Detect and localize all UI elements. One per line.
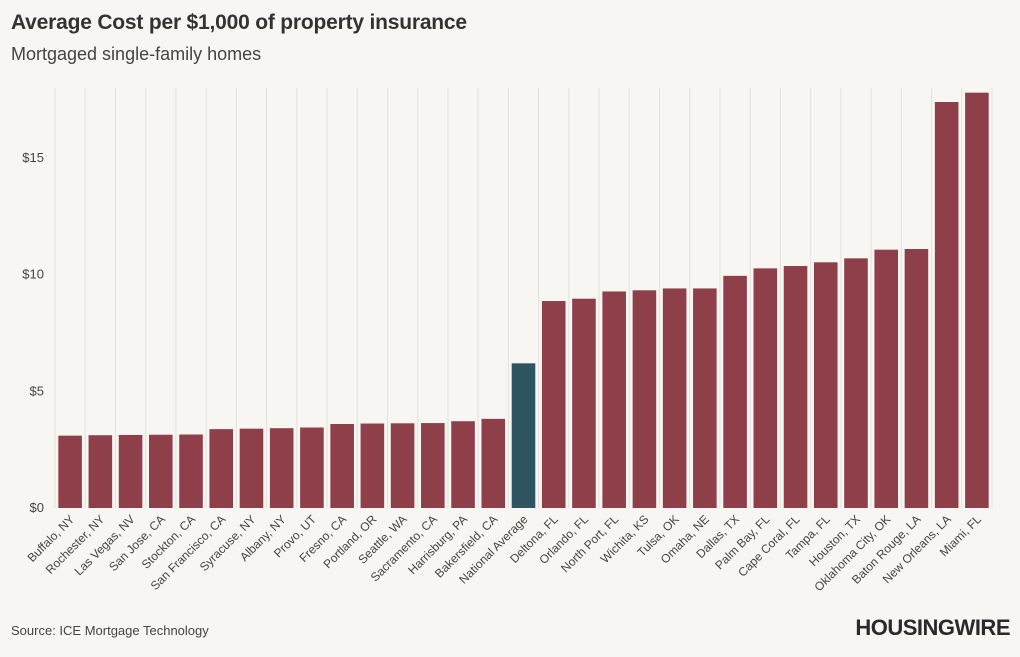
bar xyxy=(723,275,747,508)
bar xyxy=(965,92,989,509)
bar xyxy=(511,363,536,508)
bar xyxy=(390,423,415,508)
y-tick-label: $5 xyxy=(30,383,44,398)
bar xyxy=(149,434,173,508)
bar xyxy=(783,266,808,508)
source-note: Source: ICE Mortgage Technology xyxy=(11,623,209,638)
bar xyxy=(904,249,929,508)
bar xyxy=(481,418,506,508)
bar xyxy=(572,298,596,508)
bar xyxy=(209,429,234,508)
bar xyxy=(239,428,264,508)
bar xyxy=(58,435,82,508)
bar xyxy=(844,258,868,508)
y-tick-label: $0 xyxy=(30,500,44,515)
bar xyxy=(179,434,203,508)
y-tick-label: $10 xyxy=(22,267,44,282)
bar xyxy=(813,262,838,508)
bars-group xyxy=(58,92,989,509)
bar xyxy=(118,434,143,508)
bar xyxy=(934,102,959,508)
bar xyxy=(421,423,445,508)
bar xyxy=(541,301,566,508)
bar xyxy=(632,290,657,508)
bar xyxy=(88,435,113,508)
bar xyxy=(300,427,324,508)
chart-subtitle: Mortgaged single-family homes xyxy=(11,44,262,64)
bar xyxy=(602,291,626,508)
bar xyxy=(269,428,294,508)
brand-logo: HOUSINGWIRE xyxy=(855,615,1010,640)
grid-lines xyxy=(54,88,993,508)
bar xyxy=(360,423,385,508)
y-tick-label: $15 xyxy=(22,150,44,165)
bar xyxy=(753,268,778,508)
bar xyxy=(330,424,354,508)
y-axis: $0 $5 $10 $15 xyxy=(22,150,44,515)
bar xyxy=(451,421,475,508)
bar xyxy=(874,249,898,508)
bar xyxy=(693,288,717,508)
chart-title: Average Cost per $1,000 of property insu… xyxy=(11,11,467,34)
bar xyxy=(662,288,687,508)
